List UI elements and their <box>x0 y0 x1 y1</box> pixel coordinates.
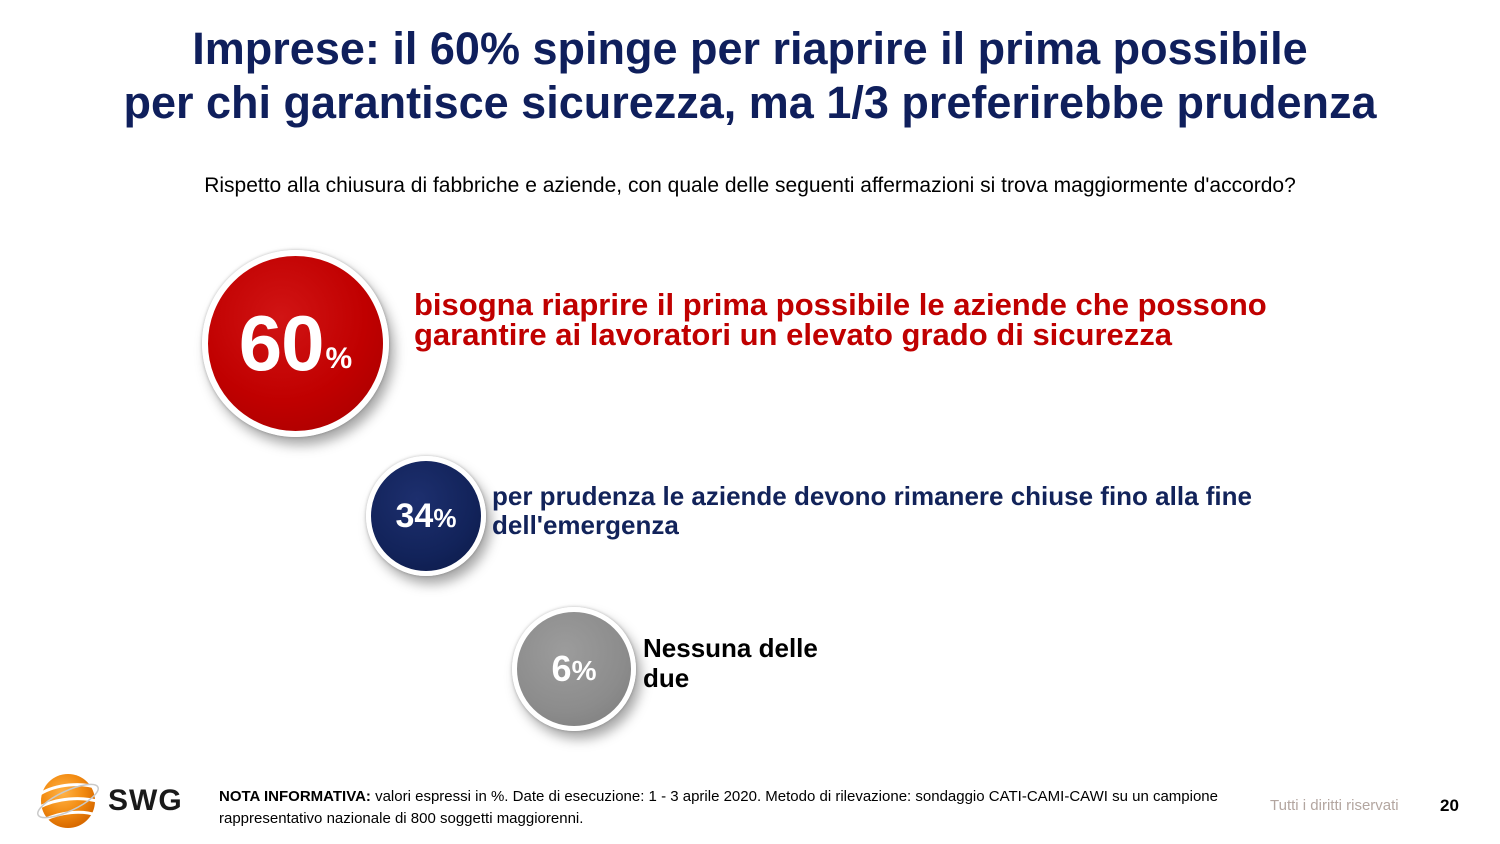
footnote: NOTA INFORMATIVA: valori espressi in %. … <box>219 786 1239 830</box>
bubble-value: 34 <box>395 496 434 535</box>
bubble-60-percent: 60% <box>202 250 389 437</box>
label-nessuna: Nessuna delle due <box>643 633 818 693</box>
logo-text: SWG <box>108 784 183 817</box>
title-line-2: per chi garantisce sicurezza, ma 1/3 pre… <box>123 77 1377 128</box>
bubble-unit: % <box>325 341 353 375</box>
page-title: Imprese: il 60% spinge per riaprire il p… <box>0 22 1500 130</box>
bubble-34-percent: 34% <box>366 456 486 576</box>
globe-icon <box>37 774 101 828</box>
bubble-value: 60 <box>238 299 325 387</box>
footnote-label: NOTA INFORMATIVA: <box>219 788 371 805</box>
bubble-value: 6 <box>551 648 572 689</box>
label-riaprire: bisogna riaprire il prima possibile le a… <box>414 287 1267 352</box>
copyright-text: Tutti i diritti riservati <box>1270 797 1399 814</box>
bubble-unit: % <box>571 655 597 686</box>
title-line-1: Imprese: il 60% spinge per riaprire il p… <box>192 23 1308 74</box>
swg-logo: SWG <box>32 770 192 832</box>
survey-question: Rispetto alla chiusura di fabbriche e az… <box>204 174 1296 197</box>
bubble-6-percent: 6% <box>512 607 636 731</box>
page-number: 20 <box>1440 796 1459 815</box>
bubble-unit: % <box>433 502 457 533</box>
footnote-text: valori espressi in %. Date di esecuzione… <box>219 788 1218 827</box>
label-prudenza: per prudenza le aziende devono rimanere … <box>492 481 1252 540</box>
